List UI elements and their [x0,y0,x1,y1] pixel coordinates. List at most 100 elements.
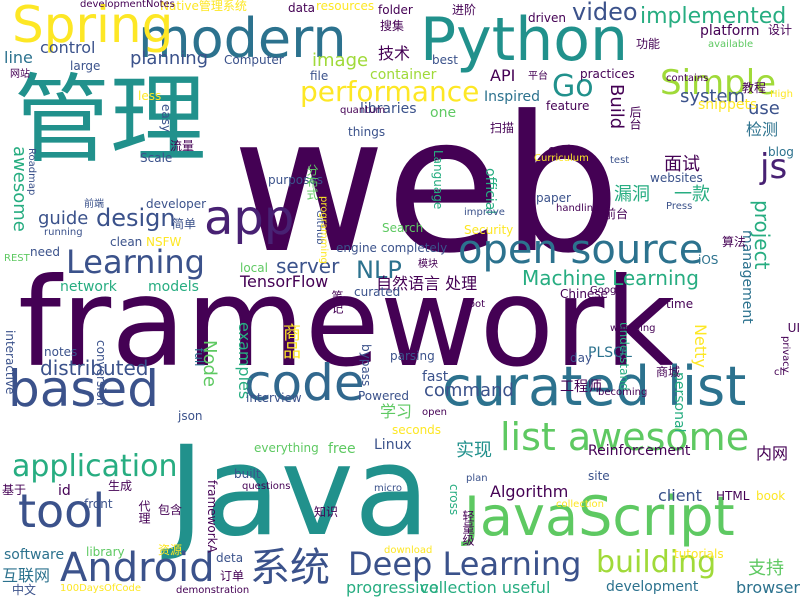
word-awesome-39: awesome [9,146,30,232]
word-seconds-116: seconds [392,423,442,437]
word-security-109: Security [464,223,514,237]
word-control-41: control [40,38,96,57]
word-cjk-174: 轻量级 [461,510,475,546]
word-cjk-103: 网站 [10,69,30,80]
word-100daysofcode-173: 100DaysOfCode [60,583,142,594]
word-clean-141: clean [110,235,143,249]
word-progressive-70: progressive [346,578,439,597]
word-test-134: test [610,155,630,166]
word-google-105: Google [590,285,626,296]
word-api-44: API [490,66,516,85]
word-cjk-54: 检测 [746,120,779,139]
word-tutorials-126: tutorials [674,547,724,561]
word-cjk-167: 知识 [314,505,339,519]
word-node-56: Node [199,340,220,387]
word-data-98: data [288,1,316,15]
word-bypass-156: bypass [359,344,373,387]
word-cjk-52: 漏洞 [614,184,650,205]
word-development-72: development [606,579,699,595]
word-app-11: app [204,190,295,246]
word-deep-learning-16: Deep Learning [348,545,582,583]
word-purposes-113: purposes [268,173,324,187]
word-understand-158: understand [617,322,631,391]
word-cjk-61: 学习 [380,402,413,421]
word-paper-137: paper [536,191,571,205]
word-resources-97: resources [316,0,375,13]
word-cjk-171: 订单 [220,569,245,583]
word-best-87: best [432,53,458,67]
word-machine-learning-28: Machine Learning [522,266,699,290]
word-built-118: built [234,467,261,481]
word-reinforcement-79: Reinforcement [588,443,691,459]
word-free-64: free [328,441,356,457]
word-search-110: Search [382,221,424,235]
word-websites-138: websites [650,171,703,185]
word-go-23: Go [552,69,594,104]
word-cjk-43: 技术 [378,44,411,63]
word-algorithm-65: Algorithm [490,482,569,501]
word-interactive-155: interactive [3,330,17,395]
word-nlp-29: NLP [356,256,402,284]
word-cjk-92: 设计 [768,23,793,37]
word-cross-132: cross [447,484,461,516]
word-front-121: front [84,497,113,511]
word-folder-96: folder [378,3,413,17]
word-cjk-95: 搜集 [380,19,405,33]
word-computer-86: Computer [224,53,284,67]
word-blog-108: blog [768,145,794,159]
word-based-9: based [8,360,159,418]
word-command-33: command [424,380,514,401]
word-cjk-163: 基于 [2,483,27,497]
word-running-145: running [44,227,83,238]
word-list-awesome-14: list awesome [500,415,750,459]
word-frameworka-120: frameworkA [205,480,219,553]
word-cjk-74: 互联网 [2,566,51,585]
word-cjk-48: 自然语言 处理 [376,274,478,293]
word-book-125: book [756,489,786,503]
word-driven-101: driven [528,11,566,25]
word-framework-1: framework [18,252,676,394]
word-personal-75: personal [671,372,687,433]
word-container-46: container [370,67,437,83]
word-less-177: less [138,89,162,103]
word-available-102: available [708,39,754,50]
word-cjk-3: 管理 [14,64,206,176]
word-curated-list-7: curated list [442,355,747,418]
word-libraries-82: libraries [360,101,417,117]
word-boot-151: Boot [462,299,486,310]
word-conversion-153: conversion [94,340,108,406]
word-file-88: file [310,69,329,83]
word-examples-57: examples [235,322,254,400]
word-learning-20: Learning [66,243,205,281]
word-spring-6: Spring [12,0,174,54]
word-cjk-172: 中文 [12,583,37,597]
word-privacy-195: privacy [780,336,791,373]
word-plsql-80: PLSQL [588,345,632,361]
word-server-30: server [276,254,340,278]
word-micro-127: micro [374,483,403,494]
word-software-73: software [4,547,65,563]
word-python-4: Python [420,5,628,75]
word-cjk-185: 平台 [528,71,548,82]
word-modern-5: modern [138,7,347,70]
word-contains-187: contains [666,73,709,84]
word-collection-129: collection [556,499,604,510]
word-linux-63: Linux [374,437,412,453]
word-cjk-51: 面试 [664,154,700,175]
word-ui-194: UI [787,321,800,335]
word-android-15: Android [60,545,215,591]
word-client-66: client [658,486,702,505]
word-video-26: video [572,0,638,26]
word-nsfw-142: NSFW [146,235,182,249]
word-roadmap-190: Roadmap [26,148,37,196]
word-cjk-186: 教程 [742,81,767,95]
word-cjk-169: 资源 [158,543,183,557]
word-cjk-159: 商城 [656,365,681,379]
word-scale-111: Scale [140,151,173,165]
word-building-22: building [596,545,717,580]
word-guide-40: guide [38,208,89,229]
word-tool-12: tool [18,484,106,538]
word-cjk-143: 简单 [172,217,197,231]
word-models-50: models [148,279,199,295]
word-cjk-165: 代理 [137,500,151,524]
